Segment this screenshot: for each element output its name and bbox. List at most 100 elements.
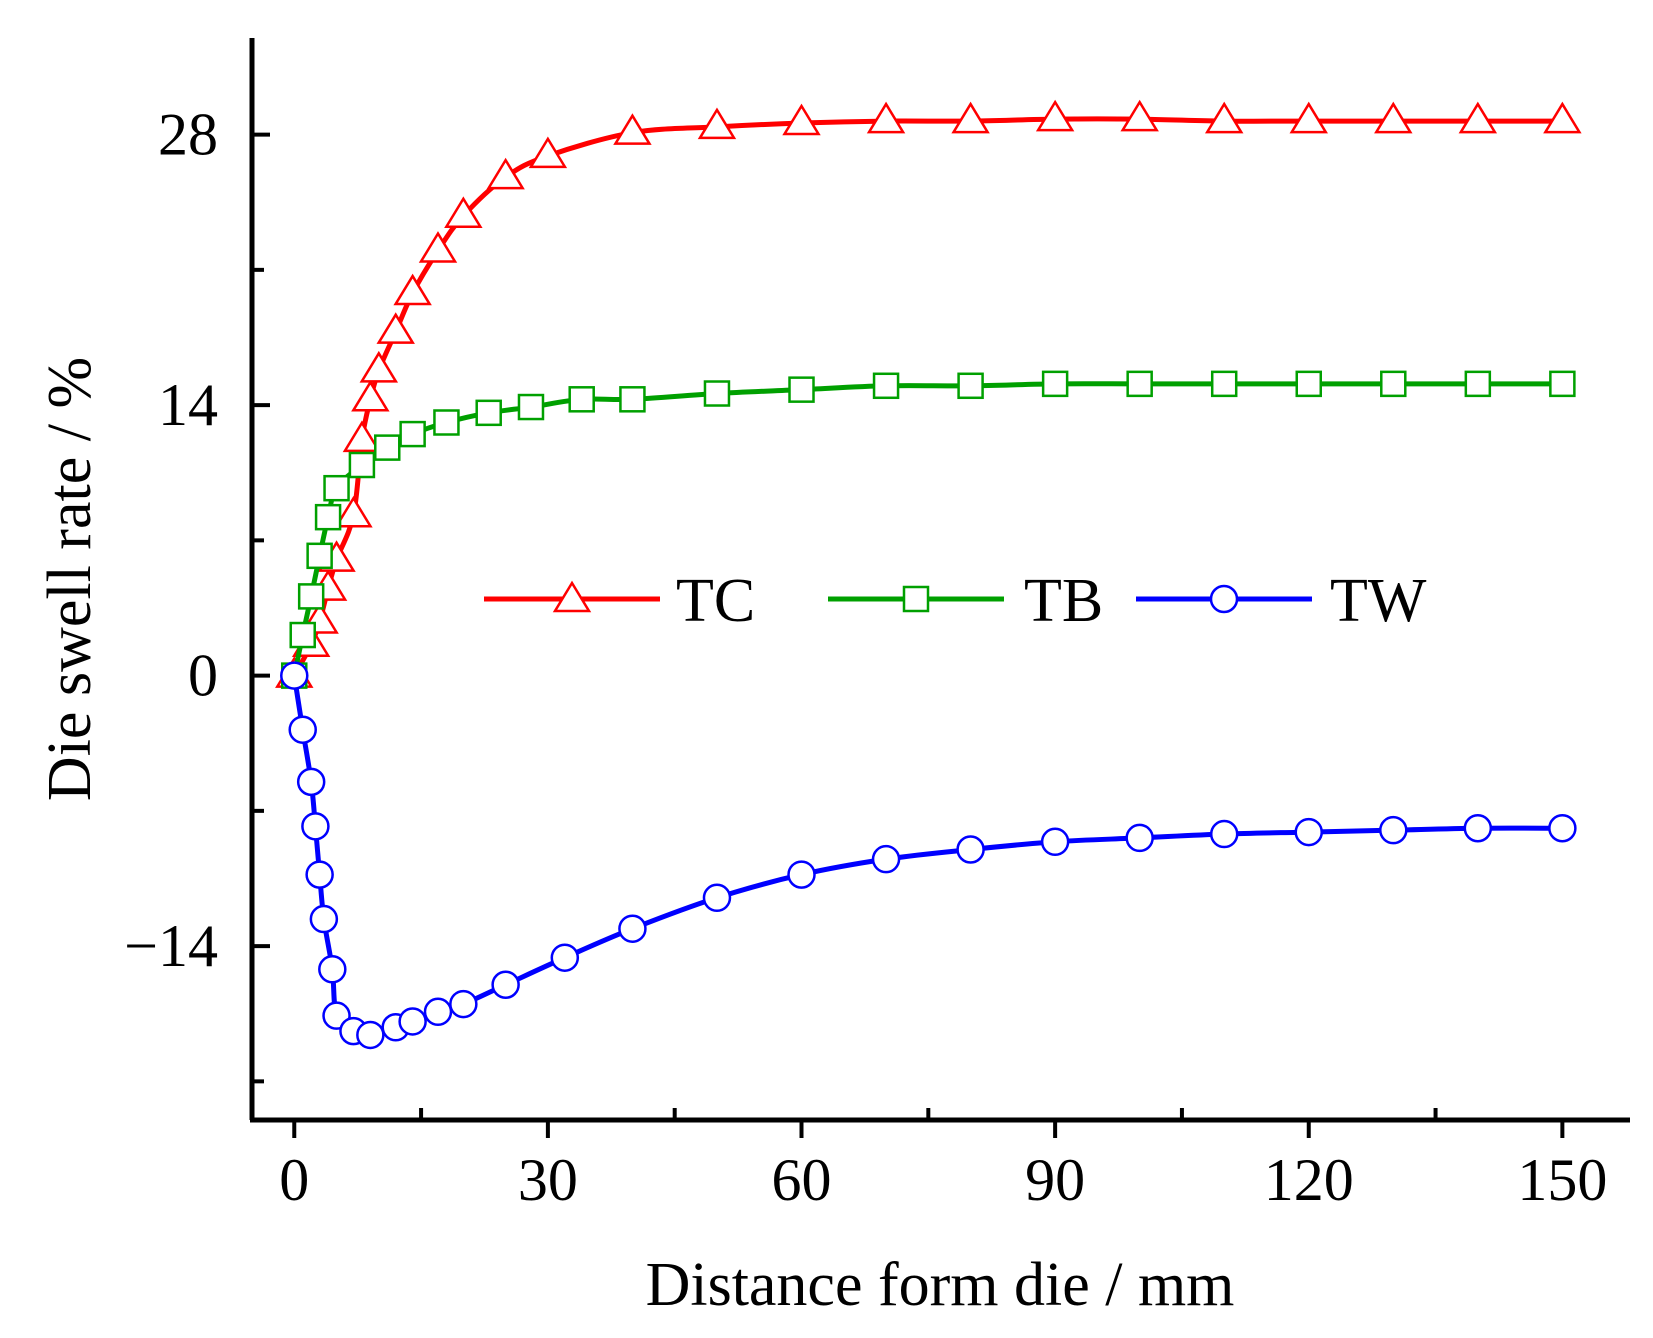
data-point-tc	[1204, 101, 1244, 134]
y-tick-label: 0	[188, 643, 218, 709]
data-point-tc	[486, 157, 525, 190]
data-point-tb	[517, 393, 545, 421]
data-point-tc	[444, 196, 483, 229]
data-point-tc	[1543, 101, 1582, 134]
data-point-tb	[788, 376, 815, 403]
data-point-tw	[1463, 813, 1493, 843]
data-point-tw	[288, 715, 317, 744]
x-tick-label: 0	[279, 1147, 309, 1213]
legend-item-tb: TB	[828, 567, 1103, 635]
data-point-tb	[475, 399, 502, 427]
data-point-tc	[528, 136, 568, 169]
data-point-tw	[296, 767, 326, 797]
data-point-tw	[702, 883, 732, 913]
data-point-tb	[1210, 370, 1238, 398]
data-point-tw	[1209, 819, 1239, 849]
data-point-tw	[356, 1020, 385, 1050]
data-point-tw	[280, 661, 309, 690]
y-tick-label: −14	[124, 913, 218, 979]
data-point-tb	[1464, 370, 1492, 398]
data-point-tb	[1549, 370, 1576, 398]
data-point-tw	[787, 860, 816, 889]
data-point-tc	[1120, 99, 1159, 132]
y-tick-label: 28	[158, 102, 218, 168]
tick-layer: 0 30 60 90 120 150 −14 0 14 28	[124, 102, 1607, 1213]
data-point-tw	[956, 835, 985, 864]
legend-label-tb: TB	[1024, 567, 1103, 635]
data-point-tw	[1548, 813, 1577, 843]
data-point-tc	[359, 350, 399, 383]
data-point-tw	[305, 860, 334, 889]
series-tb	[281, 370, 1576, 689]
data-point-tc	[1374, 101, 1413, 134]
legend-label-tw: TW	[1330, 567, 1427, 635]
series-layer	[275, 99, 1582, 1050]
x-tick-label: 120	[1264, 1147, 1354, 1213]
data-point-tw	[491, 970, 520, 999]
data-point-tw	[550, 943, 580, 972]
data-point-tc	[697, 107, 737, 140]
data-point-tb	[1126, 370, 1153, 398]
data-point-tb	[374, 434, 401, 461]
data-point-tc	[1035, 99, 1075, 132]
data-point-tw	[1125, 823, 1154, 853]
data-point-tw	[301, 812, 330, 841]
x-tick-label: 30	[518, 1147, 578, 1213]
data-point-tb	[1295, 370, 1322, 398]
data-point-tw	[309, 904, 339, 934]
legend-marker-tc	[552, 580, 592, 613]
data-point-tc	[334, 495, 373, 528]
data-point-tb	[1380, 370, 1407, 398]
legend-item-tw: TW	[1136, 567, 1427, 635]
data-point-tb	[568, 386, 595, 413]
legend: TC TB TW	[484, 567, 1427, 635]
data-point-tc	[782, 103, 821, 136]
data-point-tb	[872, 372, 900, 400]
data-point-tb	[348, 451, 376, 479]
data-point-tw	[318, 955, 347, 984]
x-axis-title: Distance form die / mm	[646, 1251, 1235, 1319]
data-point-tc	[1458, 101, 1498, 134]
data-point-tc	[393, 273, 432, 306]
legend-marker-tw	[1209, 584, 1239, 614]
axes: 0 30 60 90 120 150 −14 0 14 28	[124, 38, 1630, 1213]
series-tw	[280, 661, 1577, 1050]
data-point-tw	[1294, 817, 1323, 847]
data-point-tb	[289, 621, 316, 649]
data-point-tb	[314, 503, 342, 531]
data-point-tc	[951, 101, 990, 134]
data-point-tw	[1379, 815, 1408, 845]
data-point-tb	[703, 380, 731, 407]
data-point-tc	[1289, 101, 1328, 134]
x-tick-label: 60	[772, 1147, 832, 1213]
data-point-tb	[619, 386, 646, 413]
data-point-tb	[323, 474, 350, 502]
data-point-tc	[613, 113, 652, 145]
data-point-tc	[351, 379, 390, 412]
data-point-tc	[376, 312, 415, 344]
data-point-tc	[418, 231, 458, 263]
data-point-tc	[342, 420, 382, 453]
data-point-tb	[1041, 370, 1069, 398]
data-point-tw	[618, 914, 647, 943]
data-point-tb	[399, 420, 426, 448]
data-point-tb	[306, 542, 333, 570]
x-tick-label: 90	[1025, 1147, 1085, 1213]
data-point-tb	[957, 372, 984, 400]
legend-item-tc: TC	[484, 567, 755, 635]
legend-marker-tb	[902, 585, 930, 613]
data-point-tw	[871, 844, 901, 874]
data-point-tw	[423, 997, 453, 1027]
data-point-tw	[398, 1007, 427, 1036]
x-tick-label: 150	[1517, 1147, 1607, 1213]
data-point-tc	[866, 101, 906, 134]
y-tick-label: 14	[158, 372, 218, 438]
legend-label-tc: TC	[676, 567, 755, 635]
series-tc	[275, 99, 1582, 688]
y-axis-title: Die swell rate / %	[36, 357, 104, 801]
data-point-tb	[433, 409, 460, 436]
data-point-tw	[1040, 827, 1070, 857]
data-point-tw	[449, 989, 478, 1019]
